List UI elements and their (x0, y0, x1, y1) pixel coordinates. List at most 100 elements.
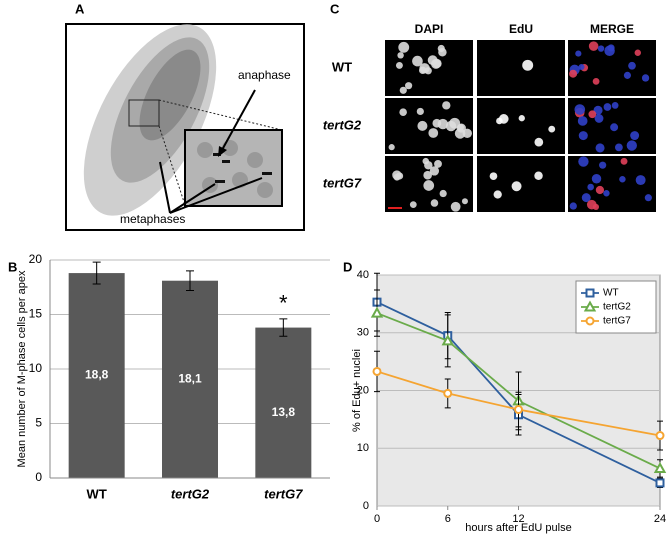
point (370, 306, 384, 318)
nucleus (607, 44, 615, 52)
nucleus (438, 48, 447, 57)
annotation: * (279, 291, 288, 316)
nucleus (412, 55, 423, 67)
nucleus (437, 118, 449, 130)
y-tick-label: 0 (363, 500, 369, 512)
series-line (376, 370, 661, 437)
annotation: anaphase (238, 68, 291, 82)
y-tick-label: 20 (357, 384, 369, 396)
nucleus (423, 170, 432, 180)
nucleus (623, 71, 631, 79)
nucleus (405, 82, 413, 90)
y-tick-label: 10 (357, 442, 369, 454)
point (441, 334, 454, 346)
x-tick-label: WT (87, 486, 107, 501)
nucleus (393, 173, 401, 181)
point (443, 388, 453, 398)
nucleus (578, 63, 585, 71)
nucleus (581, 193, 591, 203)
panel-label: A (75, 1, 85, 16)
nucleus (493, 190, 502, 199)
nucleus (603, 103, 612, 111)
column-header: MERGE (590, 22, 634, 36)
nucleus (450, 201, 461, 212)
y-tick-label: 5 (35, 416, 42, 430)
legend-label: tertG7 (603, 316, 631, 327)
nucleus (610, 123, 619, 132)
y-tick-label: 40 (357, 269, 369, 281)
annotation: metaphases (120, 212, 185, 226)
micrograph-tile (477, 98, 565, 154)
micrograph-grid-c (385, 40, 656, 212)
nucleus (641, 74, 650, 82)
nucleus (439, 189, 447, 198)
nucleus (592, 77, 600, 85)
nucleus (595, 185, 605, 195)
nucleus (399, 86, 407, 94)
nucleus (588, 110, 597, 119)
row-label: tertG7 (323, 175, 362, 190)
point (372, 366, 382, 376)
nucleus (574, 104, 586, 115)
y-tick-label: 15 (29, 307, 43, 321)
nucleus (630, 131, 640, 141)
error-bar (186, 270, 194, 292)
legend-label: tertG2 (603, 302, 631, 313)
nucleus (511, 181, 522, 192)
micrograph-a (65, 23, 305, 231)
y-axis-label: Mean number of M-phase cells per apex (16, 270, 28, 467)
nucleus (422, 157, 430, 165)
nucleus (595, 143, 605, 153)
row-label: tertG2 (323, 117, 362, 132)
nucleus (430, 199, 439, 207)
y-tick-label: 20 (29, 252, 43, 266)
micrograph-tile (477, 40, 565, 96)
point (655, 478, 665, 488)
bar (68, 273, 125, 478)
legend-marker (585, 316, 595, 326)
y-tick-label: 10 (29, 361, 43, 375)
nucleus (434, 159, 442, 168)
y-tick-label: 30 (357, 327, 369, 339)
nucleus (397, 52, 404, 59)
x-tick-label: tertG7 (264, 486, 303, 501)
nucleus (644, 194, 652, 202)
point (655, 431, 665, 441)
y-axis-label: % of Edu+ nuclei (351, 349, 363, 432)
nucleus (399, 108, 407, 116)
bar (255, 327, 312, 478)
nucleus (611, 102, 619, 109)
nucleus (588, 41, 599, 51)
legend-marker (583, 300, 597, 312)
nucleus (462, 128, 472, 138)
nucleus (635, 175, 646, 186)
nucleus (534, 137, 544, 147)
nucleus (603, 190, 610, 197)
nucleus (592, 203, 600, 210)
nucleus (575, 50, 582, 57)
nucleus (423, 180, 435, 191)
nucleus (417, 120, 428, 131)
panel-label: C (330, 1, 340, 16)
nucleus (626, 140, 637, 151)
nucleus (620, 157, 628, 165)
nucleus (429, 166, 440, 176)
value-label: 18,1 (178, 372, 202, 386)
nucleus (498, 114, 509, 124)
series-line (376, 312, 661, 470)
y-tick-label: 0 (35, 470, 42, 484)
nucleus (398, 41, 410, 53)
column-header: EdU (509, 22, 533, 36)
panel-label: B (8, 259, 17, 274)
nucleus (628, 61, 636, 70)
x-axis-label: hours after EdU pulse (465, 522, 571, 534)
nucleus (578, 131, 588, 141)
error-bar (92, 261, 101, 285)
nucleus (594, 114, 604, 123)
series-line (376, 301, 661, 484)
nucleus (409, 201, 417, 209)
x-tick-label: 12 (512, 513, 524, 525)
legend-label: WT (603, 288, 619, 299)
legend-marker (585, 288, 595, 298)
